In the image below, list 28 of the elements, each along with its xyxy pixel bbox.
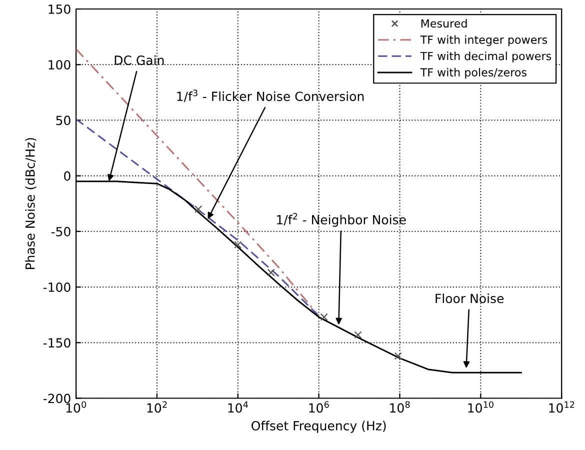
annotation: 1/f$^{2}$ - Neighbor Noise: [277, 212, 406, 227]
legend-label: Mesured: [421, 19, 467, 28]
x-tick-label: 10$^{6}$: [309, 401, 329, 413]
annotation: Floor Noise: [436, 294, 504, 304]
point: [354, 331, 362, 339]
legend-label: TF with decimal powers: [420, 52, 552, 62]
y-tick-label: -150: [43, 338, 70, 348]
y-tick-label: -50: [51, 226, 70, 236]
point: [234, 240, 242, 249]
x-tick-label: 10$^{2}$: [147, 401, 167, 413]
x-tick-label: 10$^{10}$: [468, 401, 494, 413]
y-tick-label: 100: [48, 60, 70, 70]
y-tick-label: -100: [43, 282, 70, 292]
point: [194, 205, 202, 213]
x-tick-label: 10$^{12}$: [549, 401, 574, 413]
y-tick-label: -200: [43, 394, 70, 404]
x-tick-label: 10$^{8}$: [390, 401, 410, 413]
annotation: 1/f$^{3}$ - Flicker Noise Conversion: [177, 90, 364, 102]
y-axis-title: Phase Noise (dBc/Hz): [25, 138, 36, 270]
point: [394, 352, 402, 360]
x-tick-label: 10$^{4}$: [228, 401, 248, 413]
y-tick-label: 0: [64, 171, 70, 181]
annotation: DC Gain: [114, 55, 164, 65]
y-tick-label: 50: [56, 116, 70, 126]
legend-label: TF with poles/zeros: [420, 68, 526, 79]
y-tick-label: 150: [48, 4, 70, 14]
legend-label: TF with integer powers: [420, 35, 548, 46]
x-axis-title: Offset Frequency (Hz): [252, 420, 386, 433]
